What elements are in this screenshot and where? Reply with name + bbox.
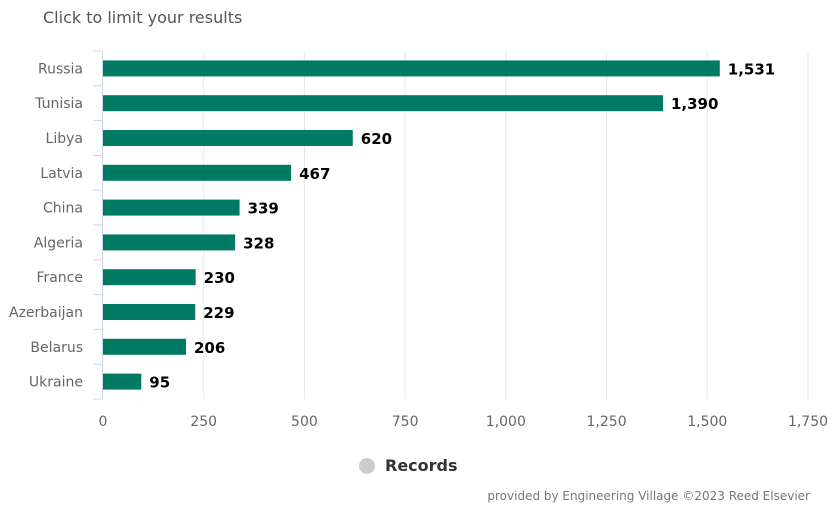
category-label: Belarus (30, 340, 83, 356)
category-label: Latvia (40, 166, 83, 182)
data-label: 206 (194, 339, 225, 357)
bar[interactable] (103, 269, 196, 286)
x-tick-label: 750 (392, 414, 419, 430)
data-label: 229 (203, 304, 234, 322)
data-label: 1,531 (728, 60, 775, 78)
bar[interactable] (103, 373, 142, 390)
bar[interactable] (103, 130, 353, 146)
category-label: Tunisia (34, 96, 83, 112)
data-label: 95 (149, 374, 170, 392)
bar[interactable] (103, 304, 196, 320)
bar[interactable] (103, 164, 292, 181)
bar-chart: 0 250 500 750 1,000 1,250 1,500 1,750 Russia 1,53… (9, 50, 828, 430)
x-tick-label: 0 (99, 414, 108, 430)
category-label: France (36, 270, 83, 286)
data-label: 230 (204, 269, 235, 287)
bar[interactable] (103, 60, 720, 77)
category-label: Ukraine (29, 375, 83, 391)
category-label: Libya (46, 131, 83, 147)
x-tick-label: 1,000 (486, 414, 526, 430)
category-label: Algeria (34, 235, 83, 251)
data-label: 328 (243, 234, 274, 252)
data-label: 339 (248, 200, 279, 218)
category-label: Azerbaijan (9, 305, 83, 321)
legend-item-records[interactable]: Records (359, 456, 458, 475)
credit-text: provided by Engineering Village ©2023 Re… (487, 489, 810, 503)
category-label: China (43, 201, 83, 217)
x-tick-label: 1,750 (788, 414, 828, 430)
category-label: Russia (38, 61, 83, 77)
bar[interactable] (103, 234, 236, 251)
x-tick-label: 500 (291, 414, 318, 430)
x-tick-label: 1,500 (687, 414, 727, 430)
filter-hint: Click to limit your results (43, 8, 243, 27)
legend-label: Records (385, 456, 458, 475)
bar[interactable] (103, 95, 663, 112)
x-tick-label: 250 (190, 414, 217, 430)
data-label: 467 (299, 165, 330, 183)
bar[interactable] (103, 199, 240, 216)
legend-marker (359, 457, 375, 474)
data-label: 620 (361, 130, 392, 148)
x-tick-label: 1,250 (587, 414, 627, 430)
data-label: 1,390 (671, 95, 718, 113)
bar[interactable] (103, 338, 186, 355)
